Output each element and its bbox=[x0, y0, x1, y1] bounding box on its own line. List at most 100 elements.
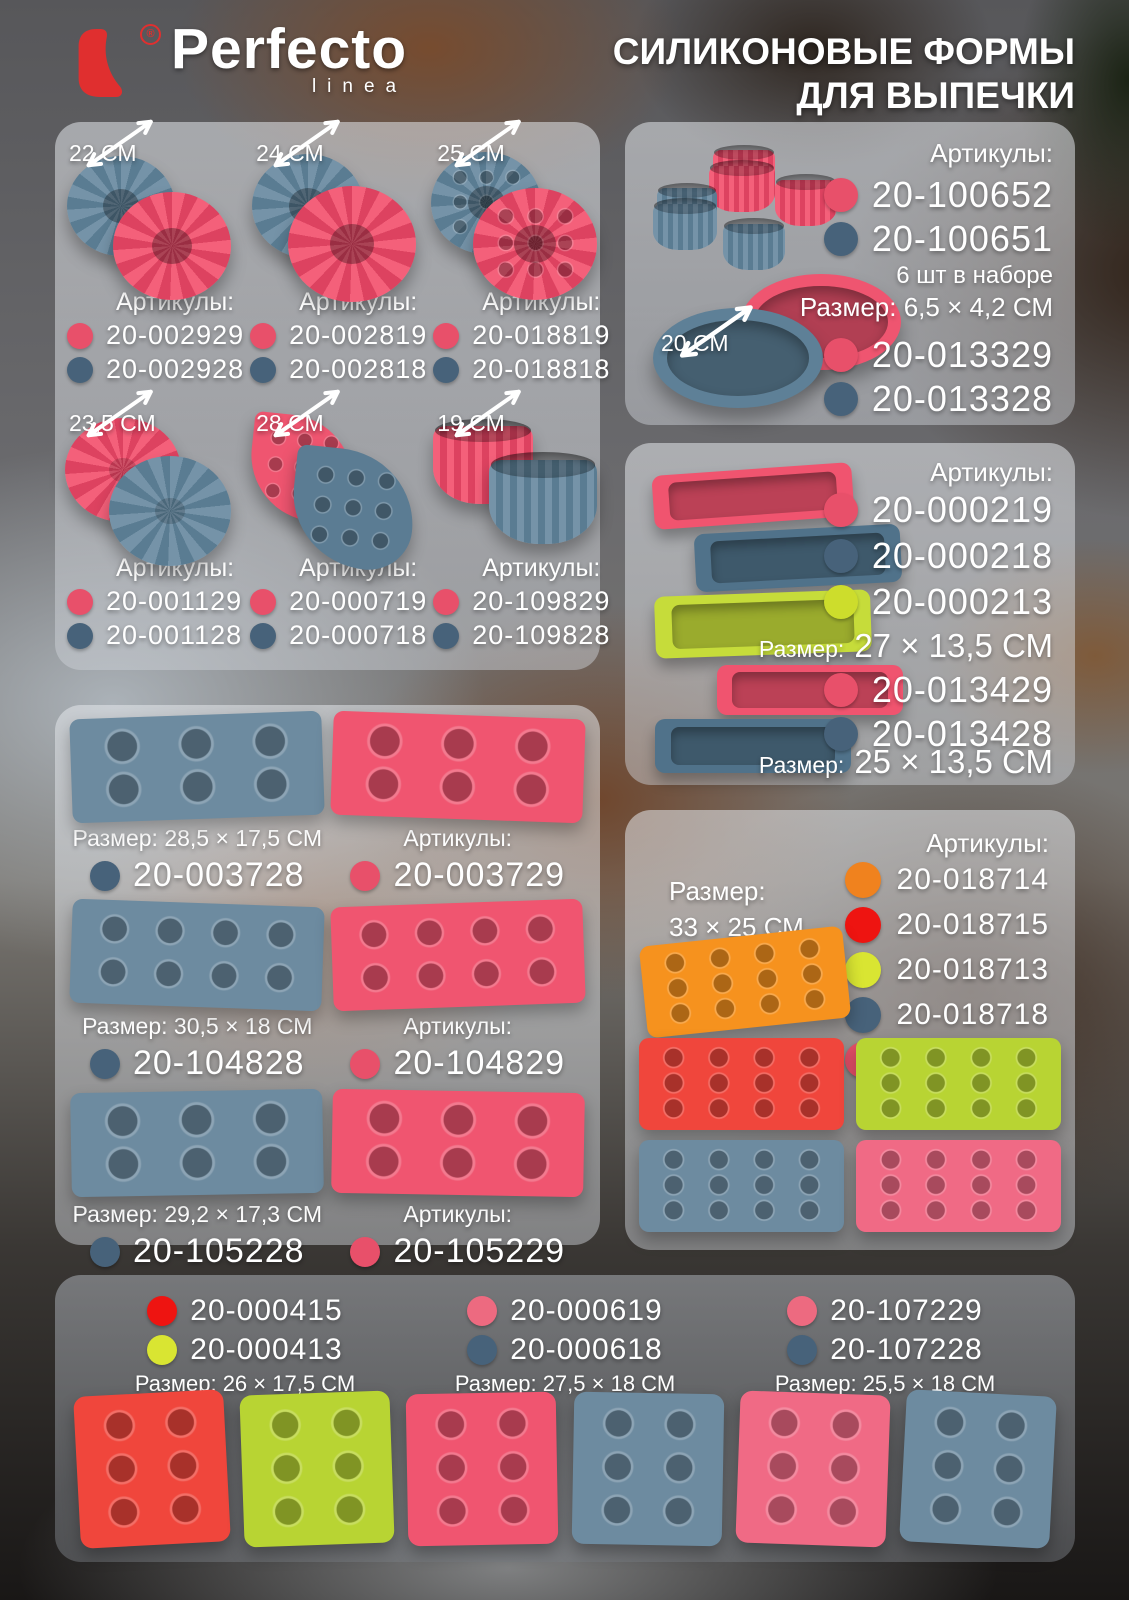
article-code: 20-000619 bbox=[510, 1294, 663, 1327]
color-dot-blue bbox=[89, 1048, 120, 1079]
article-row: 20-000719 bbox=[244, 586, 427, 617]
color-dot-blue bbox=[823, 222, 858, 256]
size-label: Размер: bbox=[758, 636, 845, 662]
dimension-arrow-icon bbox=[454, 119, 522, 168]
color-dot-pink bbox=[67, 588, 93, 615]
article-row: 20-000219 bbox=[823, 489, 1053, 531]
product-group-28cm: 28 СМ Артикулы: 20-000719 20-000718 bbox=[244, 389, 427, 662]
product-photo bbox=[67, 898, 588, 1012]
article-code: 20-000415 bbox=[190, 1294, 343, 1327]
article-row: 20-003728 bbox=[67, 856, 328, 895]
loaf-pink-small bbox=[717, 665, 903, 715]
product-group-24cm: 24 СМ Артикулы: 20-002819 20-002818 bbox=[244, 119, 427, 396]
article-row: 20-107228 bbox=[725, 1333, 1045, 1367]
tray-row-swirl: Размер: 29,2 × 17,3 СМ 20-105228 Артикул… bbox=[67, 1088, 589, 1271]
article-row: 20-018818 bbox=[427, 354, 610, 385]
bottom-columns: 20-000415 20-000413 Размер: 26 × 17,5 СМ… bbox=[55, 1275, 1075, 1397]
article-row: 20-104828 bbox=[67, 1044, 328, 1083]
article-code: 20-002929 bbox=[106, 320, 245, 350]
article-row: 20-000413 bbox=[85, 1333, 405, 1367]
color-dot-green bbox=[823, 585, 858, 619]
article-row: 20-000619 bbox=[405, 1294, 725, 1328]
color-dot-blue bbox=[250, 622, 277, 649]
article-row: 20-013328 bbox=[823, 378, 1053, 420]
article-row: 20-000718 bbox=[244, 620, 427, 651]
product-photo bbox=[67, 710, 588, 824]
article-row: 20-001129 bbox=[61, 586, 244, 617]
header: ® Perfecto linea СИЛИКОНОВЫЕ ФОРМЫ ДЛЯ В… bbox=[0, 0, 1129, 120]
mold-pink bbox=[288, 186, 417, 302]
brand-logo: ® Perfecto linea bbox=[72, 21, 408, 104]
articles-label: Артикулы: bbox=[403, 1013, 513, 1039]
brand-subtext: linea bbox=[311, 76, 408, 98]
dimension-arrow-icon bbox=[454, 389, 522, 438]
article-code: 20-100652 bbox=[871, 174, 1053, 215]
product-photo bbox=[67, 1088, 588, 1198]
color-dot-yellow bbox=[844, 952, 881, 988]
article-code: 20-109828 bbox=[472, 620, 611, 650]
article-row: 20-001128 bbox=[61, 620, 244, 651]
article-row: 20-003729 bbox=[328, 856, 589, 895]
dimension-label: 24 СМ bbox=[256, 119, 340, 168]
tray-pink bbox=[330, 898, 586, 1012]
bottom-column-2: 20-000619 20-000618 Размер: 27,5 × 18 СМ bbox=[405, 1289, 725, 1397]
tray-pink-fluted bbox=[735, 1390, 891, 1548]
color-dot-pink bbox=[350, 860, 381, 891]
articles-column: Артикулы: 20-104829 bbox=[328, 1013, 589, 1083]
article-row: 20-105228 bbox=[67, 1232, 328, 1271]
article-row: 20-100651 bbox=[823, 218, 1053, 260]
article-code: 20-109829 bbox=[472, 586, 611, 616]
articles-column: Артикулы: 20-105229 bbox=[328, 1201, 589, 1271]
trademark-icon: ® bbox=[140, 24, 161, 45]
title-line-2: ДЛЯ ВЫПЕЧКИ bbox=[796, 74, 1075, 116]
article-row: 20-000415 bbox=[85, 1294, 405, 1328]
panel-round-molds: 22 СМ Артикулы: 20-002929 20-002928 24 С… bbox=[55, 119, 609, 670]
color-dot-pink bbox=[823, 673, 858, 707]
page-title: СИЛИКОНОВЫЕ ФОРМЫ ДЛЯ ВЫПЕЧКИ bbox=[613, 30, 1075, 117]
panel-loaf-pans: Артикулы: 20-000219 20-000218 20-000213 … bbox=[625, 443, 1075, 785]
article-row: 20-104829 bbox=[328, 1044, 589, 1083]
size-value: 27 × 13,5 СМ bbox=[854, 627, 1053, 664]
color-dot-blue bbox=[787, 1335, 818, 1365]
article-row: 20-109828 bbox=[427, 620, 610, 651]
color-dot-yellow bbox=[147, 1335, 178, 1365]
article-code: 20-105228 bbox=[132, 1232, 305, 1270]
color-dot-blue bbox=[250, 356, 277, 383]
color-dot-blue bbox=[89, 1236, 120, 1267]
tray-pink bbox=[331, 1088, 585, 1198]
articles-label: Артикулы: bbox=[403, 1201, 513, 1227]
bottom-column-1: 20-000415 20-000413 Размер: 26 × 17,5 СМ bbox=[85, 1289, 405, 1397]
cup-blue bbox=[723, 218, 785, 270]
size-line: Размер: 27 × 13,5 СМ bbox=[759, 627, 1053, 665]
article-code: 20-107228 bbox=[830, 1333, 983, 1366]
color-dot-blue bbox=[433, 622, 460, 649]
color-dot-pink bbox=[350, 1236, 381, 1267]
article-code: 20-001128 bbox=[106, 620, 243, 650]
article-code: 20-018819 bbox=[472, 320, 611, 350]
article-code: 20-018713 bbox=[896, 953, 1049, 986]
cup-pink bbox=[709, 160, 775, 212]
article-code: 20-100651 bbox=[871, 218, 1053, 259]
article-code: 20-104829 bbox=[393, 1044, 566, 1082]
article-code: 20-013328 bbox=[871, 378, 1053, 419]
article-code: 20-000219 bbox=[871, 489, 1053, 530]
article-row: 20-018715 bbox=[844, 907, 1049, 943]
mold-pink bbox=[473, 188, 598, 300]
tray-row-figures: Размер: 30,5 × 18 СМ 20-104828 Артикулы:… bbox=[67, 898, 589, 1083]
tray-row-text: Размер: 28,5 × 17,5 СМ 20-003728 Артикул… bbox=[67, 825, 588, 895]
size-label: Размер: bbox=[669, 876, 766, 906]
color-dot-red bbox=[844, 907, 881, 943]
article-row: 20-109829 bbox=[427, 586, 610, 617]
size-value: 25 × 13,5 СМ bbox=[854, 743, 1053, 780]
mold-blue bbox=[489, 452, 598, 544]
tray-blue-fluted bbox=[899, 1389, 1057, 1549]
size-text: Размер: 29,2 × 17,3 СМ bbox=[72, 1201, 322, 1227]
color-dot-blue bbox=[89, 860, 120, 891]
size-text: 20 СМ bbox=[661, 330, 729, 356]
article-code: 20-018715 bbox=[896, 908, 1049, 941]
panel-bottom-strip: 20-000415 20-000413 Размер: 26 × 17,5 СМ… bbox=[55, 1275, 1075, 1562]
article-row: 20-002929 bbox=[61, 320, 244, 351]
article-row: 20-002819 bbox=[244, 320, 427, 351]
article-code: 20-000218 bbox=[871, 535, 1053, 576]
article-code: 20-002928 bbox=[106, 354, 245, 384]
